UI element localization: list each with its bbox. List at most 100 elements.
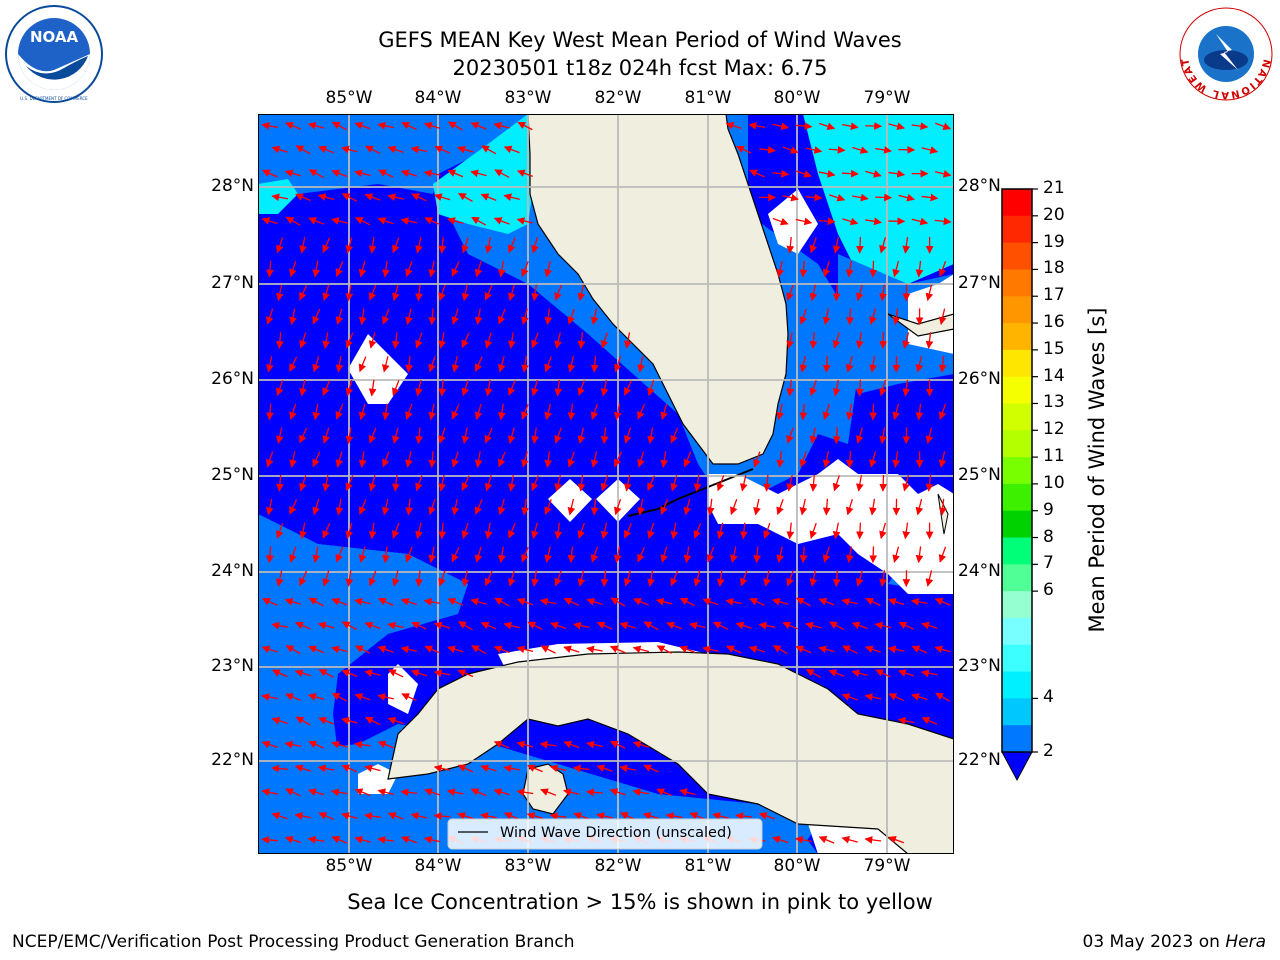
wind-arrow [544,546,552,563]
wind-arrow [822,308,831,326]
wind-arrow [377,217,394,225]
wind-arrow [508,380,516,396]
wind-arrow [567,498,576,516]
colorbar-cell [1002,457,1032,485]
lat-label-right: 24°N [958,561,1001,581]
wind-arrow [354,597,371,606]
wind-arrow [892,308,901,326]
wind-arrow [295,145,311,155]
wind-arrow [294,812,312,820]
wind-arrow [521,403,529,420]
wind-arrow [693,570,702,587]
wind-arrow [345,475,354,492]
wind-arrow [405,261,413,278]
wind-arrow [299,379,307,397]
wind-arrow [345,522,354,540]
lat-label-left: 27°N [211,273,254,293]
wind-arrow [447,217,464,225]
lat-label-left: 26°N [211,369,254,389]
lon-label-bottom: 79°W [863,856,911,876]
wind-arrow [275,284,284,302]
wind-arrow [822,451,831,468]
wind-arrow [712,812,729,820]
wind-arrow [411,193,427,202]
wind-arrow [740,522,748,540]
wind-arrow [411,621,427,630]
colorbar-tick-label: 4 [1043,687,1054,708]
wind-arrow [563,740,580,749]
wind-arrow [451,308,460,325]
wind-arrow [864,693,882,701]
wind-arrow [665,812,683,820]
colorbar-tick-label: 19 [1043,231,1065,252]
wind-arrow [934,170,952,178]
lat-label-right: 28°N [958,176,1001,196]
wind-arrow [818,836,835,844]
wind-arrow [539,597,557,606]
colorbar-tick-label: 15 [1043,338,1065,359]
wind-arrow [643,764,659,773]
wind-arrow [623,427,632,444]
wind-arrow [614,451,622,468]
wind-arrow [503,764,521,773]
wind-arrow [461,237,470,254]
svg-text:U.S. DEPARTMENT OF COMMERCE: U.S. DEPARTMENT OF COMMERCE [20,96,88,101]
wind-arrow [527,621,543,631]
wind-arrow [503,812,520,820]
wind-arrow [434,621,451,630]
wind-arrow [428,356,436,373]
wind-arrow [554,427,562,444]
wind-arrow [902,522,911,540]
wind-arrow [428,451,437,468]
wind-arrow [335,261,344,277]
wind-arrow [776,403,784,421]
wind-arrow [354,835,371,844]
wind-arrow [261,217,278,225]
wind-arrow [772,645,788,655]
wind-arrow [289,499,298,515]
wind-arrow [405,546,413,563]
wind-arrow [368,570,377,587]
wind-arrow [516,740,534,749]
wind-arrow [423,835,441,844]
wind-arrow [438,284,446,301]
wind-arrow [276,474,284,492]
lon-label-top: 85°W [325,88,373,108]
wind-arrow [381,498,390,516]
wind-arrow [902,332,910,349]
wind-arrow [935,122,952,130]
wind-arrow [516,217,534,225]
wind-arrow [424,788,441,796]
wind-arrow [275,380,284,397]
wind-arrow [590,546,599,563]
wind-arrow [637,356,645,373]
wind-arrow [317,193,335,201]
ocean-light-nw [433,114,538,234]
wind-arrow [911,122,929,130]
map-legend: Wind Wave Direction (unscaled) [447,818,763,850]
wind-arrow [364,764,381,773]
wind-arrow [275,427,284,444]
wind-arrow [910,597,928,606]
wind-arrow [341,145,358,154]
wind-arrow [748,121,766,130]
wind-arrow [484,522,493,540]
wind-arrow [391,427,400,444]
wind-arrow [438,570,446,587]
wind-arrow [497,356,506,373]
wind-arrow [539,740,557,749]
wind-arrow [378,169,394,178]
wind-arrow [679,597,696,607]
wind-arrow [345,332,354,349]
wind-arrow [623,475,632,492]
wind-arrow [567,308,575,325]
wind-arrow [846,308,854,326]
wind-arrow [609,645,626,654]
wind-arrow [758,812,775,820]
wind-arrow [613,546,622,564]
wind-arrow [358,546,367,563]
wind-arrow [308,740,324,749]
wind-arrow [799,451,807,468]
wind-arrow [915,403,924,421]
lat-label-right: 23°N [958,656,1001,676]
